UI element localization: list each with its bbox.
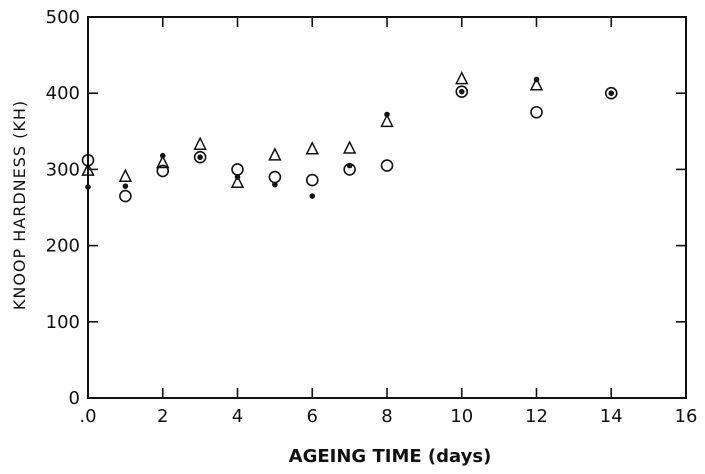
x-tick-label: 2 xyxy=(157,406,168,427)
data-point-triangle xyxy=(156,154,170,169)
ticks xyxy=(87,16,687,399)
y-tick-label: 500 xyxy=(46,7,80,28)
x-tick-label: 6 xyxy=(307,406,318,427)
x-tick-label: 10 xyxy=(450,406,473,427)
x-tick-label: 16 xyxy=(675,406,698,427)
data-point-triangle xyxy=(305,141,319,155)
data-point-triangle xyxy=(529,77,544,91)
data-point-circle xyxy=(231,163,244,176)
data-point-triangle xyxy=(380,113,394,128)
tick-labels: .0 2 4 6 8 10 12 14 16 0 100 200 300 400 500 xyxy=(46,7,698,427)
data-point-triangle xyxy=(230,174,245,189)
data-point-triangle xyxy=(455,70,469,85)
data-point-dot xyxy=(85,184,91,190)
data-point-dot xyxy=(346,162,353,169)
data-point-dot xyxy=(197,154,203,161)
data-point-circle xyxy=(604,86,618,100)
x-tick-label: 8 xyxy=(381,406,392,427)
data-point-dot xyxy=(458,88,465,95)
plot-frame xyxy=(87,16,687,399)
x-axis-label: AGEING TIME (days) xyxy=(289,446,492,467)
data-point-circle xyxy=(119,189,132,203)
data-point-triangle xyxy=(268,147,282,161)
axes xyxy=(87,16,687,399)
data-point-dot xyxy=(608,90,615,96)
data-point-circle xyxy=(530,105,543,119)
y-tick-label: 200 xyxy=(46,236,80,257)
x-tick-label: 14 xyxy=(600,406,623,427)
data-point-triangle xyxy=(342,140,357,154)
data-point-circle xyxy=(305,173,319,187)
x-tick-label: 4 xyxy=(232,406,243,427)
data-point-triangle xyxy=(81,162,95,176)
data-point-dot xyxy=(122,183,129,189)
data-points xyxy=(81,70,618,203)
data-point-dot xyxy=(309,193,316,199)
y-tick-label: 300 xyxy=(46,159,80,180)
data-point-circle xyxy=(156,164,170,178)
data-point-dot xyxy=(272,181,278,188)
y-tick-label: 0 xyxy=(69,388,80,409)
data-point-triangle xyxy=(193,136,207,150)
data-point-circle xyxy=(455,85,469,98)
data-point-circle xyxy=(268,170,282,184)
x-tick-label: 12 xyxy=(525,406,548,427)
y-tick-label: 100 xyxy=(46,312,80,333)
data-point-circle xyxy=(193,150,207,164)
data-point-triangle xyxy=(118,168,133,182)
y-axis-label: KNOOP HARDNESS (KH) xyxy=(10,100,29,310)
x-tick-label: .0 xyxy=(79,406,96,427)
data-point-circle xyxy=(380,159,394,172)
y-tick-label: 400 xyxy=(46,83,80,104)
